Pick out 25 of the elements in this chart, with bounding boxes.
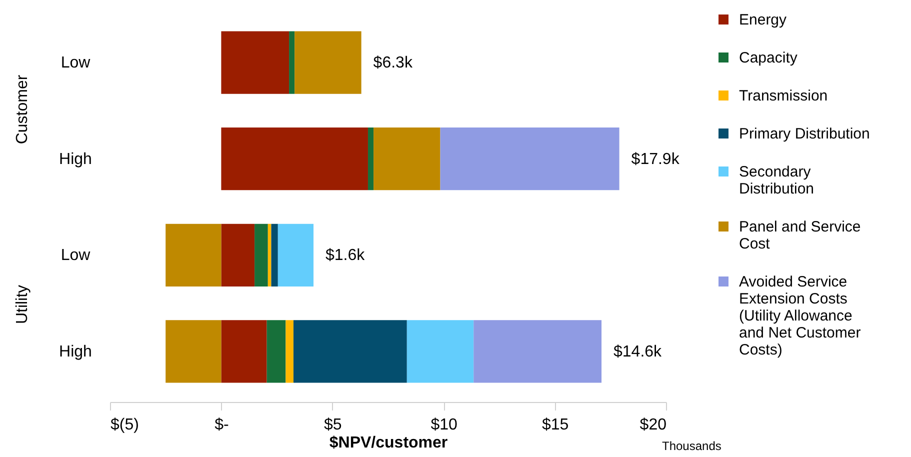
legend-label: Transmission xyxy=(739,88,828,104)
legend-label: Capacity xyxy=(739,50,798,66)
legend-label: Avoided Service Extension Costs (Utility Allowance and Net Customer Costs) xyxy=(739,274,861,358)
total-label: $14.6k xyxy=(614,343,663,360)
y-tick-label: High xyxy=(59,150,92,168)
x-tick-label: $10 xyxy=(430,416,458,434)
total-label: $17.9k xyxy=(631,150,680,168)
legend-label: Energy xyxy=(739,12,788,28)
x-tick-label: $- xyxy=(214,416,229,434)
legend-label: Secondary Distribution xyxy=(739,164,814,198)
total-label: $1.6k xyxy=(325,247,366,264)
x-tick-label: $(5) xyxy=(110,416,139,434)
x-tick-label: $5 xyxy=(324,416,342,434)
y-tick-label: Low xyxy=(60,54,91,72)
x-tick-label: $20 xyxy=(640,416,667,434)
x-tick-label: $15 xyxy=(542,416,569,434)
legend-label: Primary Distribution xyxy=(739,126,870,142)
x-axis-title: $NPV/customer xyxy=(329,434,448,452)
y-tick-label: Low xyxy=(60,247,91,264)
text: Utility xyxy=(14,284,31,324)
text: Customer xyxy=(14,74,31,144)
total-label: $6.3k xyxy=(373,54,414,72)
legend-label: Panel and Service Cost xyxy=(739,218,861,252)
y-tick-label: High xyxy=(59,343,92,360)
text: Thousands xyxy=(662,439,722,453)
